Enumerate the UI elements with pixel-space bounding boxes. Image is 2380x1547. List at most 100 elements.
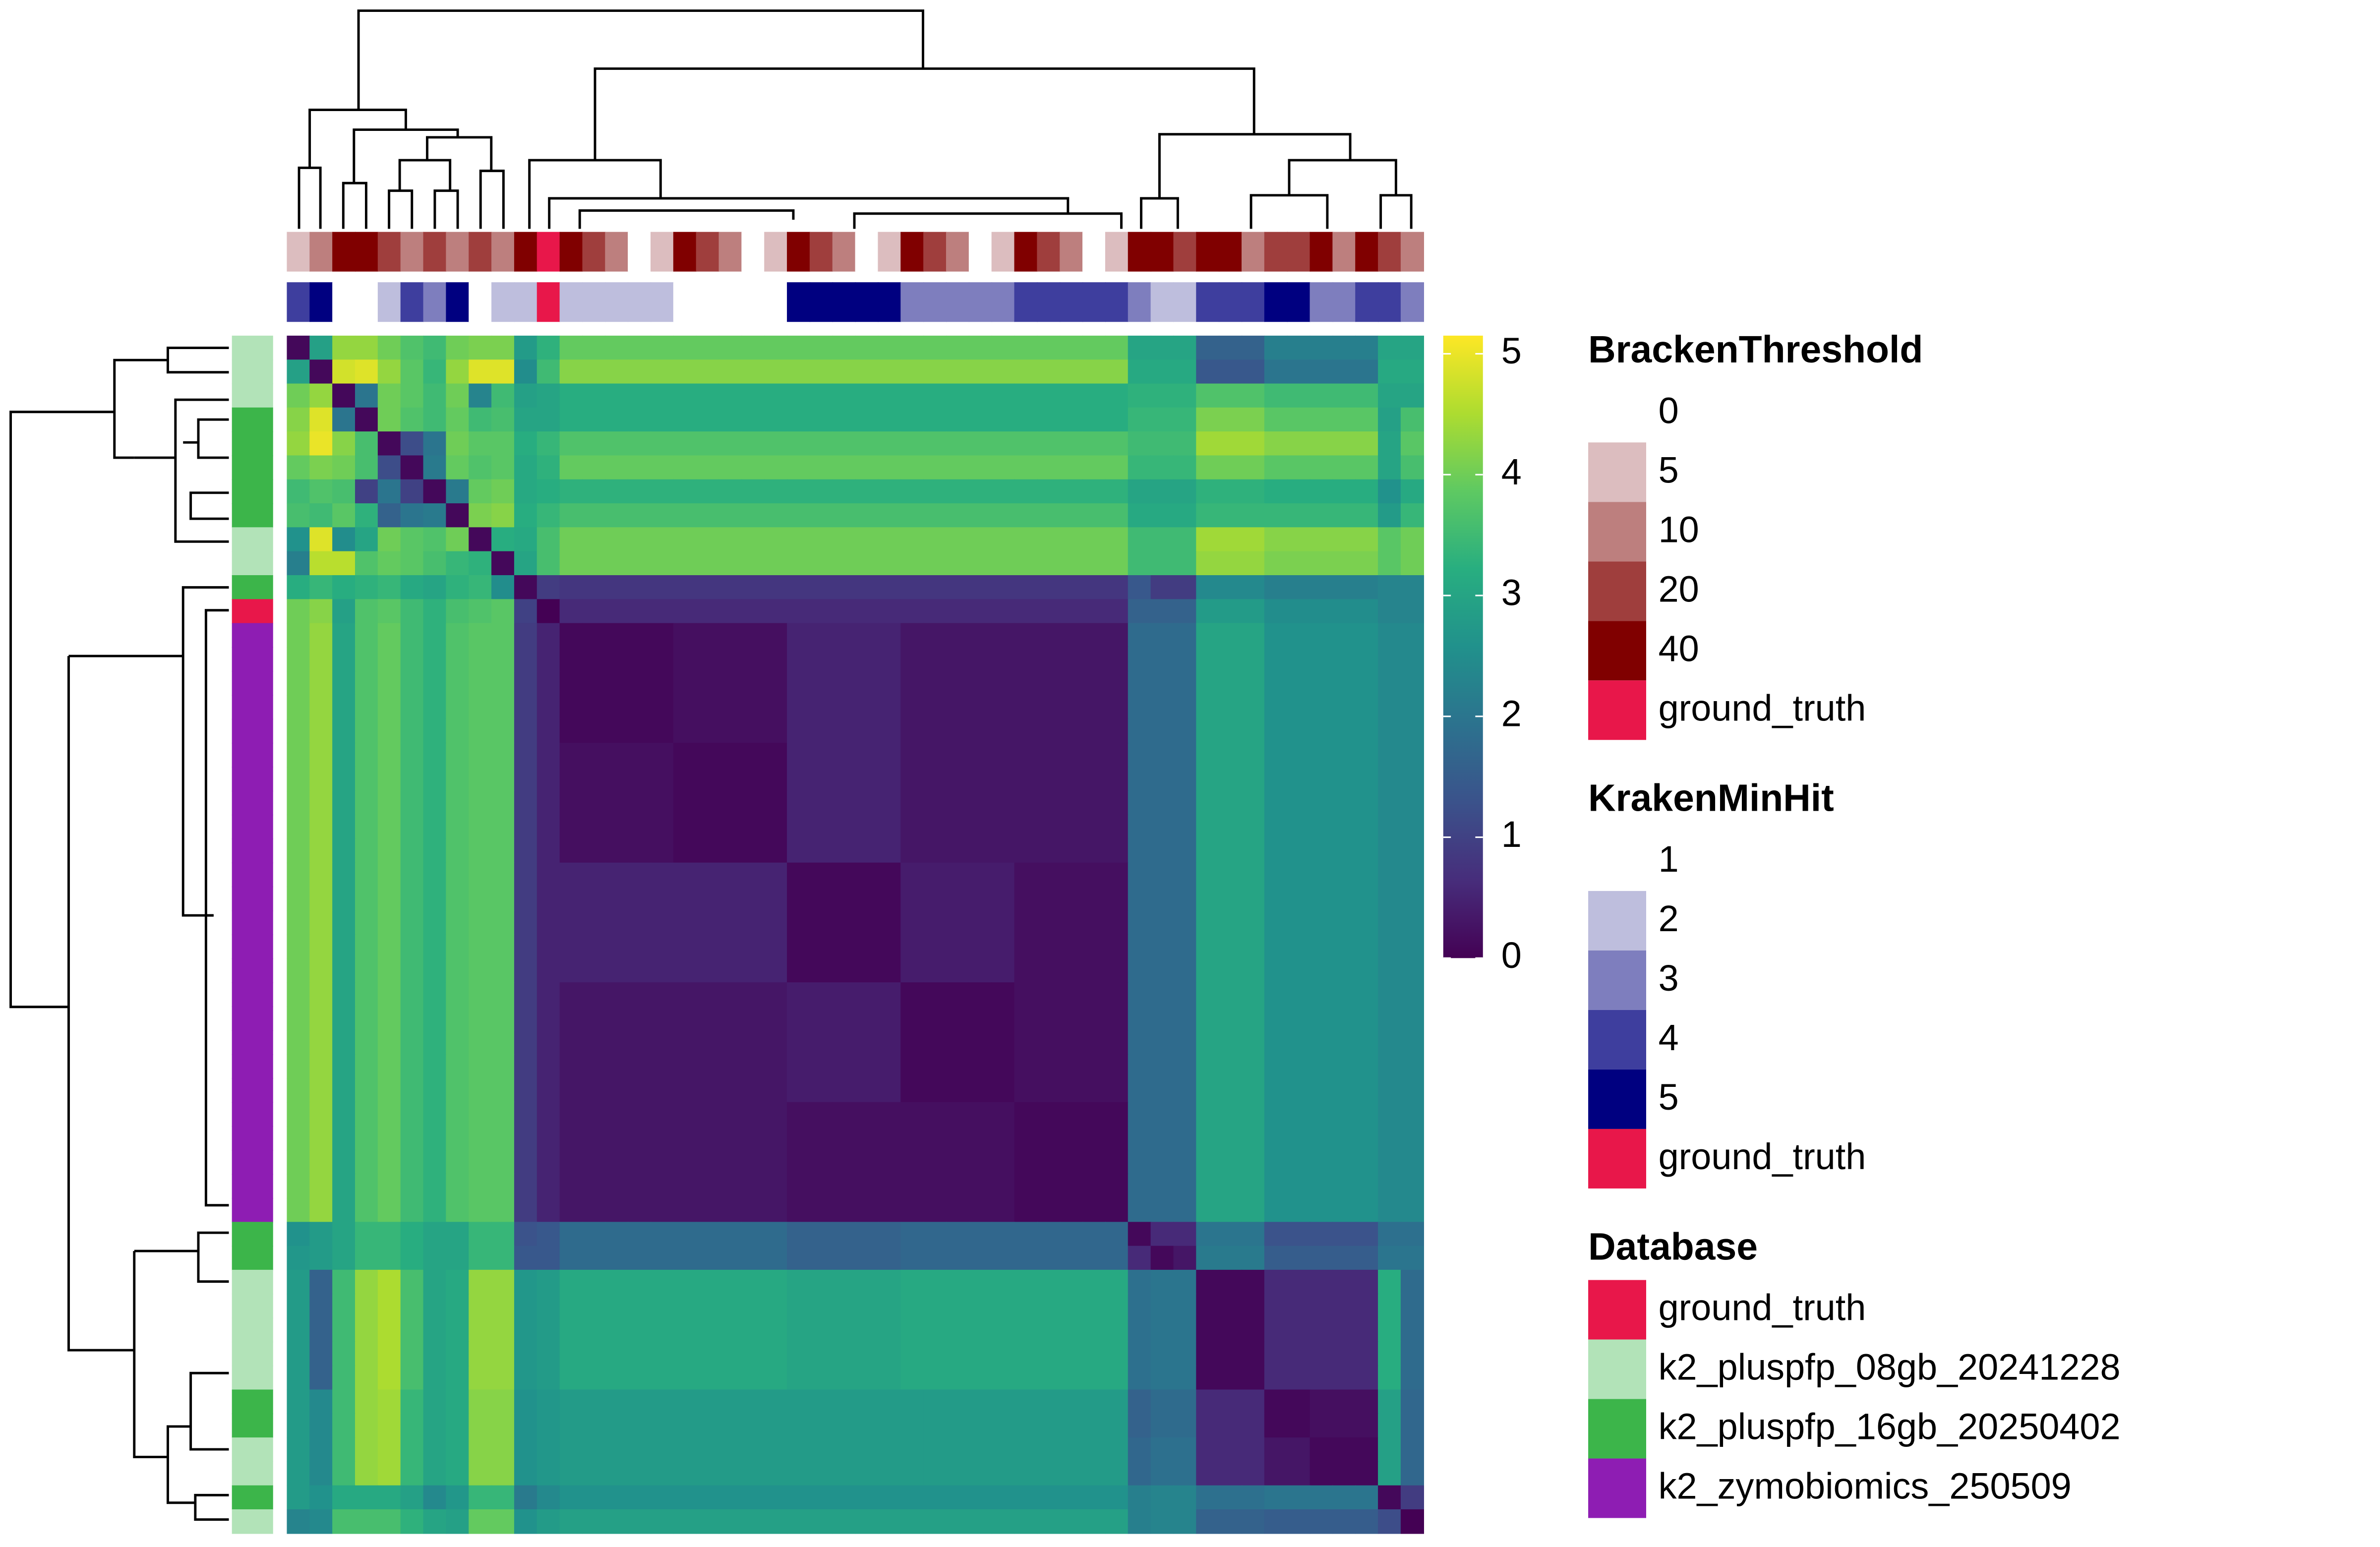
heatmap-cell [355,455,379,480]
heatmap-cell [1128,743,1151,768]
heatmap-cell [968,958,992,983]
heatmap-cell [582,743,606,768]
heatmap-cell [696,1509,719,1534]
heatmap-cell [718,647,742,672]
heatmap-cell [809,335,833,360]
heatmap-cell [855,479,879,504]
heatmap-cell [1309,1198,1333,1223]
heatmap-cell [559,910,583,935]
heatmap-cell [605,599,629,624]
heatmap-cell [355,551,379,576]
heatmap-cell [900,1437,924,1462]
heatmap-cell [718,982,742,1007]
heatmap-cell [355,718,379,744]
heatmap-cell [514,1389,537,1414]
heatmap-cell [446,1485,470,1510]
heatmap-cell [1037,815,1061,839]
heatmap-cell [946,407,970,432]
heatmap-cell [514,359,537,384]
heatmap-cell [605,647,629,672]
heatmap-cell [651,886,674,911]
heatmap-cell [923,1294,947,1318]
heatmap-cell [1014,1389,1038,1414]
heatmap-cell [1287,527,1310,552]
heatmap-cell [1150,503,1174,528]
heatmap-cell [355,743,379,768]
heatmap-cell [446,455,470,480]
heatmap-cell [287,1102,310,1127]
annotation-cell [1128,282,1151,322]
heatmap-cell [946,671,970,696]
heatmap-cell [469,551,492,576]
heatmap-cell [559,767,583,791]
heatmap-cell [1309,862,1333,888]
heatmap-cell [1173,503,1197,528]
heatmap-cell [696,575,719,600]
heatmap-cell [559,958,583,983]
heatmap-cell [628,1078,652,1103]
heatmap-cell [900,1222,924,1247]
heatmap-cell [605,743,629,768]
annotation-cell [232,862,273,888]
heatmap-cell [1219,1437,1243,1462]
heatmap-cell [900,695,924,720]
heatmap-cell [1037,455,1061,480]
heatmap-cell [1219,695,1243,720]
heatmap-cell [809,1389,833,1414]
dendrogram-branch [298,167,322,229]
heatmap-cell [377,383,401,409]
heatmap-cell [400,1150,424,1175]
heatmap-cell [832,1294,856,1318]
heatmap-cell [514,862,537,888]
heatmap-cell [1060,695,1083,720]
legend-label: 1 [1659,838,1679,880]
heatmap-cell [1309,647,1333,672]
heatmap-cell [855,838,879,863]
heatmap-cell [696,1102,719,1127]
heatmap-cell [1060,910,1083,935]
heatmap-cell [878,982,901,1007]
heatmap-cell [673,1006,697,1031]
heatmap-cell [696,934,719,959]
heatmap-cell [809,1174,833,1199]
heatmap-cell [423,1413,447,1438]
heatmap-cell [377,647,401,672]
heatmap-cell [469,1317,492,1343]
heatmap-cell [446,838,470,863]
heatmap-cell [1242,407,1265,432]
heatmap-cell [900,1269,924,1295]
heatmap-cell [423,1437,447,1462]
heatmap-cell [1287,1509,1310,1534]
heatmap-cell [1242,910,1265,935]
heatmap-cell [809,934,833,959]
heatmap-cell [651,862,674,888]
heatmap-cell [469,1054,492,1079]
heatmap-cell [1082,383,1106,409]
heatmap-cell [1264,1389,1288,1414]
heatmap-cell [832,431,856,456]
heatmap-cell [1014,1269,1038,1295]
heatmap-cell [287,1006,310,1031]
dendrogram-branch [353,128,459,183]
heatmap-cell [536,1461,560,1486]
heatmap-cell [1378,527,1402,552]
heatmap-cell [923,1222,947,1247]
heatmap-cell [1264,910,1288,935]
heatmap-cell [400,335,424,360]
heatmap-cell [628,527,652,552]
heatmap-cell [718,1366,742,1390]
heatmap-cell [991,551,1015,576]
heatmap-cell [514,671,537,696]
heatmap-cell [855,1317,879,1343]
heatmap-cell [1060,407,1083,432]
heatmap-cell [1196,1174,1220,1199]
heatmap-cell [764,599,788,624]
heatmap-cell [991,623,1015,648]
heatmap-cell [1287,599,1310,624]
heatmap-cell [968,407,992,432]
heatmap-cell [332,359,356,384]
heatmap-cell [968,1222,992,1247]
heatmap-cell [491,407,515,432]
heatmap-cell [968,982,992,1007]
heatmap-cell [1196,1078,1220,1103]
